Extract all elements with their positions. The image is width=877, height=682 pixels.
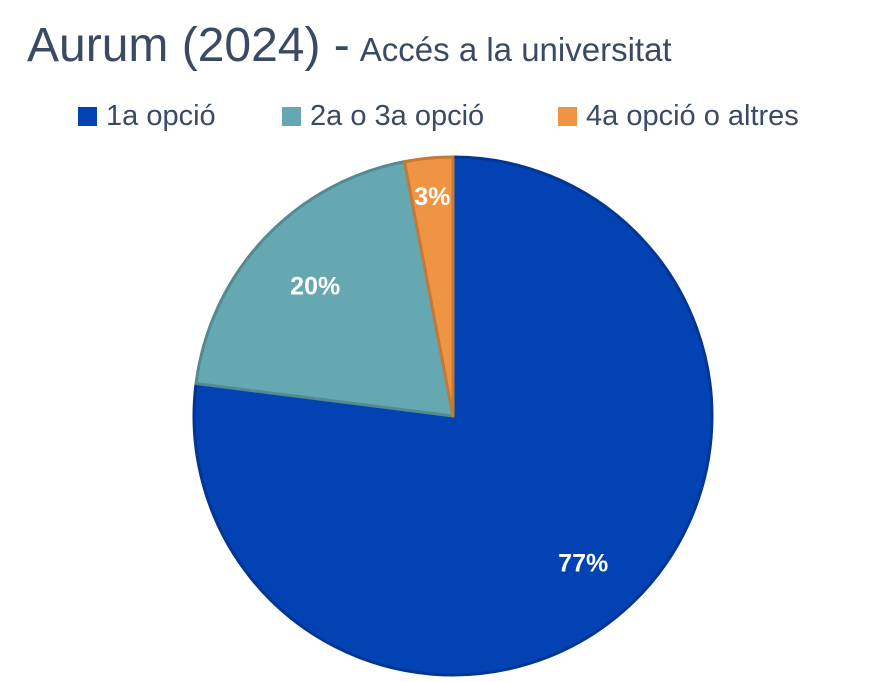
legend-item-2a-o-3a-opcio: 2a o 3a opció <box>282 100 484 133</box>
legend-swatch-1a-opcio <box>78 107 97 126</box>
legend-label-1a-opcio: 1a opció <box>106 100 216 132</box>
pie-slice-4a-opcio-o-altres <box>402 155 455 418</box>
legend-item-1a-opcio: 1a opció <box>78 100 216 133</box>
data-label-4a-opcio-o-altres: 3% <box>414 183 450 211</box>
legend-swatch-4a-opcio-o-altres <box>558 107 577 126</box>
chart-legend: 1a opció 2a o 3a opció 4a opció o altres <box>0 100 877 140</box>
chart-title: Aurum (2024) - <box>27 19 350 72</box>
pie-slice-2a-o-3a-opcio <box>194 160 455 418</box>
chart-title-block: Aurum (2024) - Accés a la universitat <box>27 18 672 73</box>
legend-label-2a-o-3a-opcio: 2a o 3a opció <box>310 100 485 132</box>
legend-label-4a-opcio-o-altres: 4a opció o altres <box>586 100 799 132</box>
data-label-1a-opcio: 77% <box>558 550 608 578</box>
data-label-2a-o-3a-opcio: 20% <box>290 273 340 301</box>
chart-subtitle: Accés a la universitat <box>359 31 672 68</box>
legend-swatch-2a-o-3a-opcio <box>282 107 301 126</box>
legend-item-4a-opcio-o-altres: 4a opció o altres <box>558 100 799 133</box>
